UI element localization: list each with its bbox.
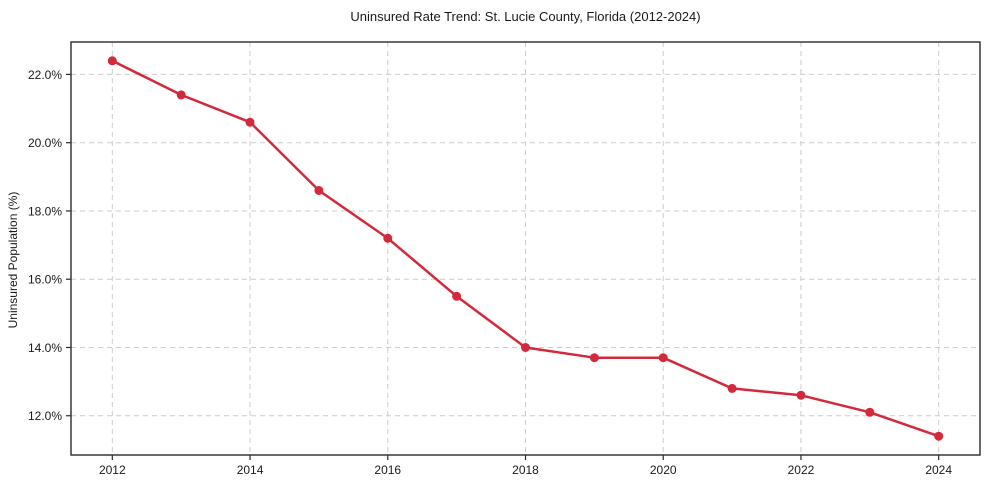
data-point-2013 bbox=[176, 90, 186, 100]
data-point-2019 bbox=[589, 353, 599, 363]
data-point-2022 bbox=[796, 390, 806, 400]
x-tick-label: 2022 bbox=[788, 463, 815, 477]
data-point-2023 bbox=[865, 407, 875, 417]
x-tick-label: 2016 bbox=[374, 463, 401, 477]
x-tick-label: 2014 bbox=[237, 463, 264, 477]
data-point-2014 bbox=[245, 117, 255, 127]
data-point-2024 bbox=[934, 431, 944, 441]
data-point-2018 bbox=[521, 343, 530, 352]
y-tick-label: 12.0% bbox=[28, 409, 62, 423]
x-tick-label: 2012 bbox=[99, 463, 126, 477]
y-tick-label: 14.0% bbox=[28, 341, 62, 355]
data-point-2012 bbox=[107, 56, 117, 66]
x-tick-label: 2018 bbox=[512, 463, 539, 477]
x-tick-label: 2020 bbox=[650, 463, 677, 477]
x-tick-label: 2024 bbox=[925, 463, 952, 477]
y-tick-label: 16.0% bbox=[28, 273, 62, 287]
data-point-2020 bbox=[658, 353, 668, 363]
y-tick-label: 20.0% bbox=[28, 136, 62, 150]
data-point-2017 bbox=[452, 291, 462, 301]
data-point-2015 bbox=[314, 186, 324, 195]
y-tick-label: 22.0% bbox=[28, 68, 62, 82]
chart-title: Uninsured Rate Trend: St. Lucie County, … bbox=[350, 9, 701, 24]
data-point-2016 bbox=[383, 233, 393, 243]
y-tick-label: 18.0% bbox=[28, 204, 62, 218]
data-point-2021 bbox=[727, 383, 737, 393]
